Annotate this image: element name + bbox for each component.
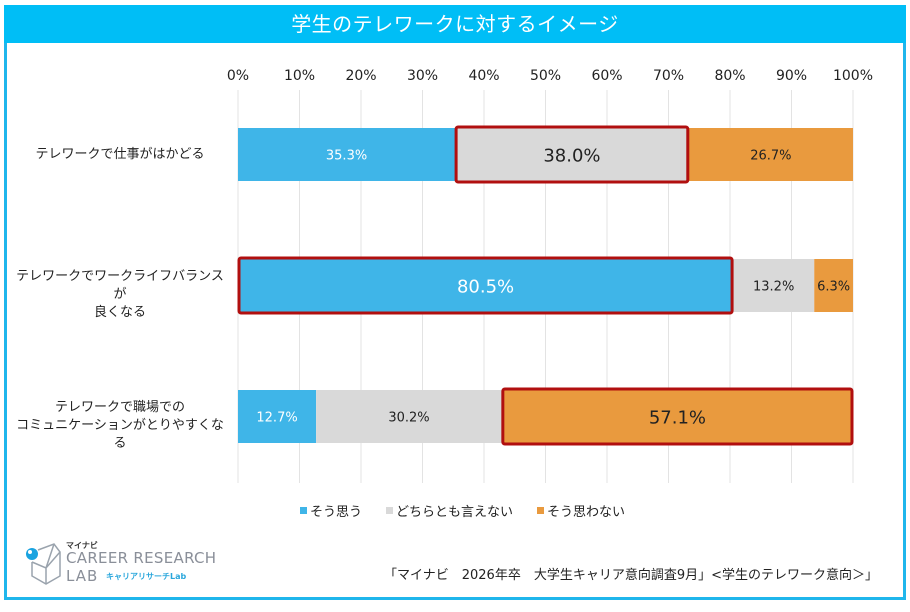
- source-citation: 「マイナビ 2026年卒 大学生キャリア意向調査9月」<学生のテレワーク意向＞」: [384, 568, 878, 583]
- highlight-box: [501, 387, 854, 446]
- x-tick-label: 10%: [284, 68, 315, 84]
- lab-cube-icon: [26, 543, 61, 585]
- x-tick-label: 80%: [714, 68, 745, 84]
- bar-segment: [238, 128, 456, 181]
- x-tick-label: 50%: [530, 68, 561, 84]
- logo-jp: キャリアリサーチLab: [106, 572, 187, 581]
- x-tick-label: 0%: [227, 68, 249, 84]
- highlight-box: [454, 125, 690, 184]
- data-label: 26.7%: [750, 149, 791, 164]
- x-tick-label: 60%: [591, 68, 622, 84]
- bar-segment: [814, 259, 853, 312]
- career-research-lab-logo: マイナビ CAREER RESEARCH LAB キャリアリサーチLab: [24, 540, 224, 590]
- bar-segment: [733, 259, 815, 312]
- highlight-box: [237, 256, 734, 315]
- data-label: 38.0%: [543, 146, 600, 167]
- legend-label: そう思う: [310, 505, 363, 520]
- legend-swatch: [386, 507, 394, 514]
- bar-segment: [688, 128, 853, 181]
- x-tick-label: 40%: [468, 68, 499, 84]
- logo-brand: マイナビ: [66, 541, 98, 550]
- legend-label: そう思わない: [547, 505, 626, 520]
- legend-swatch: [537, 507, 545, 514]
- data-label: 30.2%: [388, 411, 429, 426]
- x-tick-label: 90%: [776, 68, 807, 84]
- legend-item-agree: そう思う: [300, 501, 362, 520]
- x-tick-label: 100%: [833, 68, 873, 84]
- category-label: テレワークでワークライフバランスが 良くなる: [16, 268, 224, 320]
- legend: そう思う どちらとも言えない そう思わない: [300, 501, 625, 520]
- data-label: 13.2%: [753, 280, 794, 295]
- legend-item-disagree: そう思わない: [537, 501, 625, 520]
- legend-label: どちらとも言えない: [396, 505, 514, 520]
- legend-item-neutral: どちらとも言えない: [386, 501, 513, 520]
- bar-segment: [455, 128, 689, 181]
- category-label: テレワークで仕事がはかどる: [35, 146, 205, 162]
- x-tick-label: 20%: [345, 68, 376, 84]
- bar-segment: [501, 390, 853, 443]
- category-label: テレワークで職場での コミュニケーションがとりやすくなる: [16, 399, 224, 451]
- data-label: 6.3%: [817, 280, 850, 295]
- logo-line2: LAB: [66, 567, 99, 585]
- data-label: 12.7%: [256, 411, 297, 426]
- data-label: 57.1%: [649, 408, 706, 429]
- data-label: 35.3%: [326, 149, 367, 164]
- bar-segment: [238, 390, 317, 443]
- x-tick-label: 30%: [407, 68, 438, 84]
- x-tick-label: 70%: [653, 68, 684, 84]
- bar-segment: [316, 390, 502, 443]
- logo-line1: CAREER RESEARCH: [66, 549, 217, 567]
- legend-swatch: [300, 507, 307, 514]
- data-label: 80.5%: [457, 277, 514, 298]
- page-title: 学生のテレワークに対するイメージ: [4, 5, 906, 43]
- bar-segment: [238, 259, 734, 312]
